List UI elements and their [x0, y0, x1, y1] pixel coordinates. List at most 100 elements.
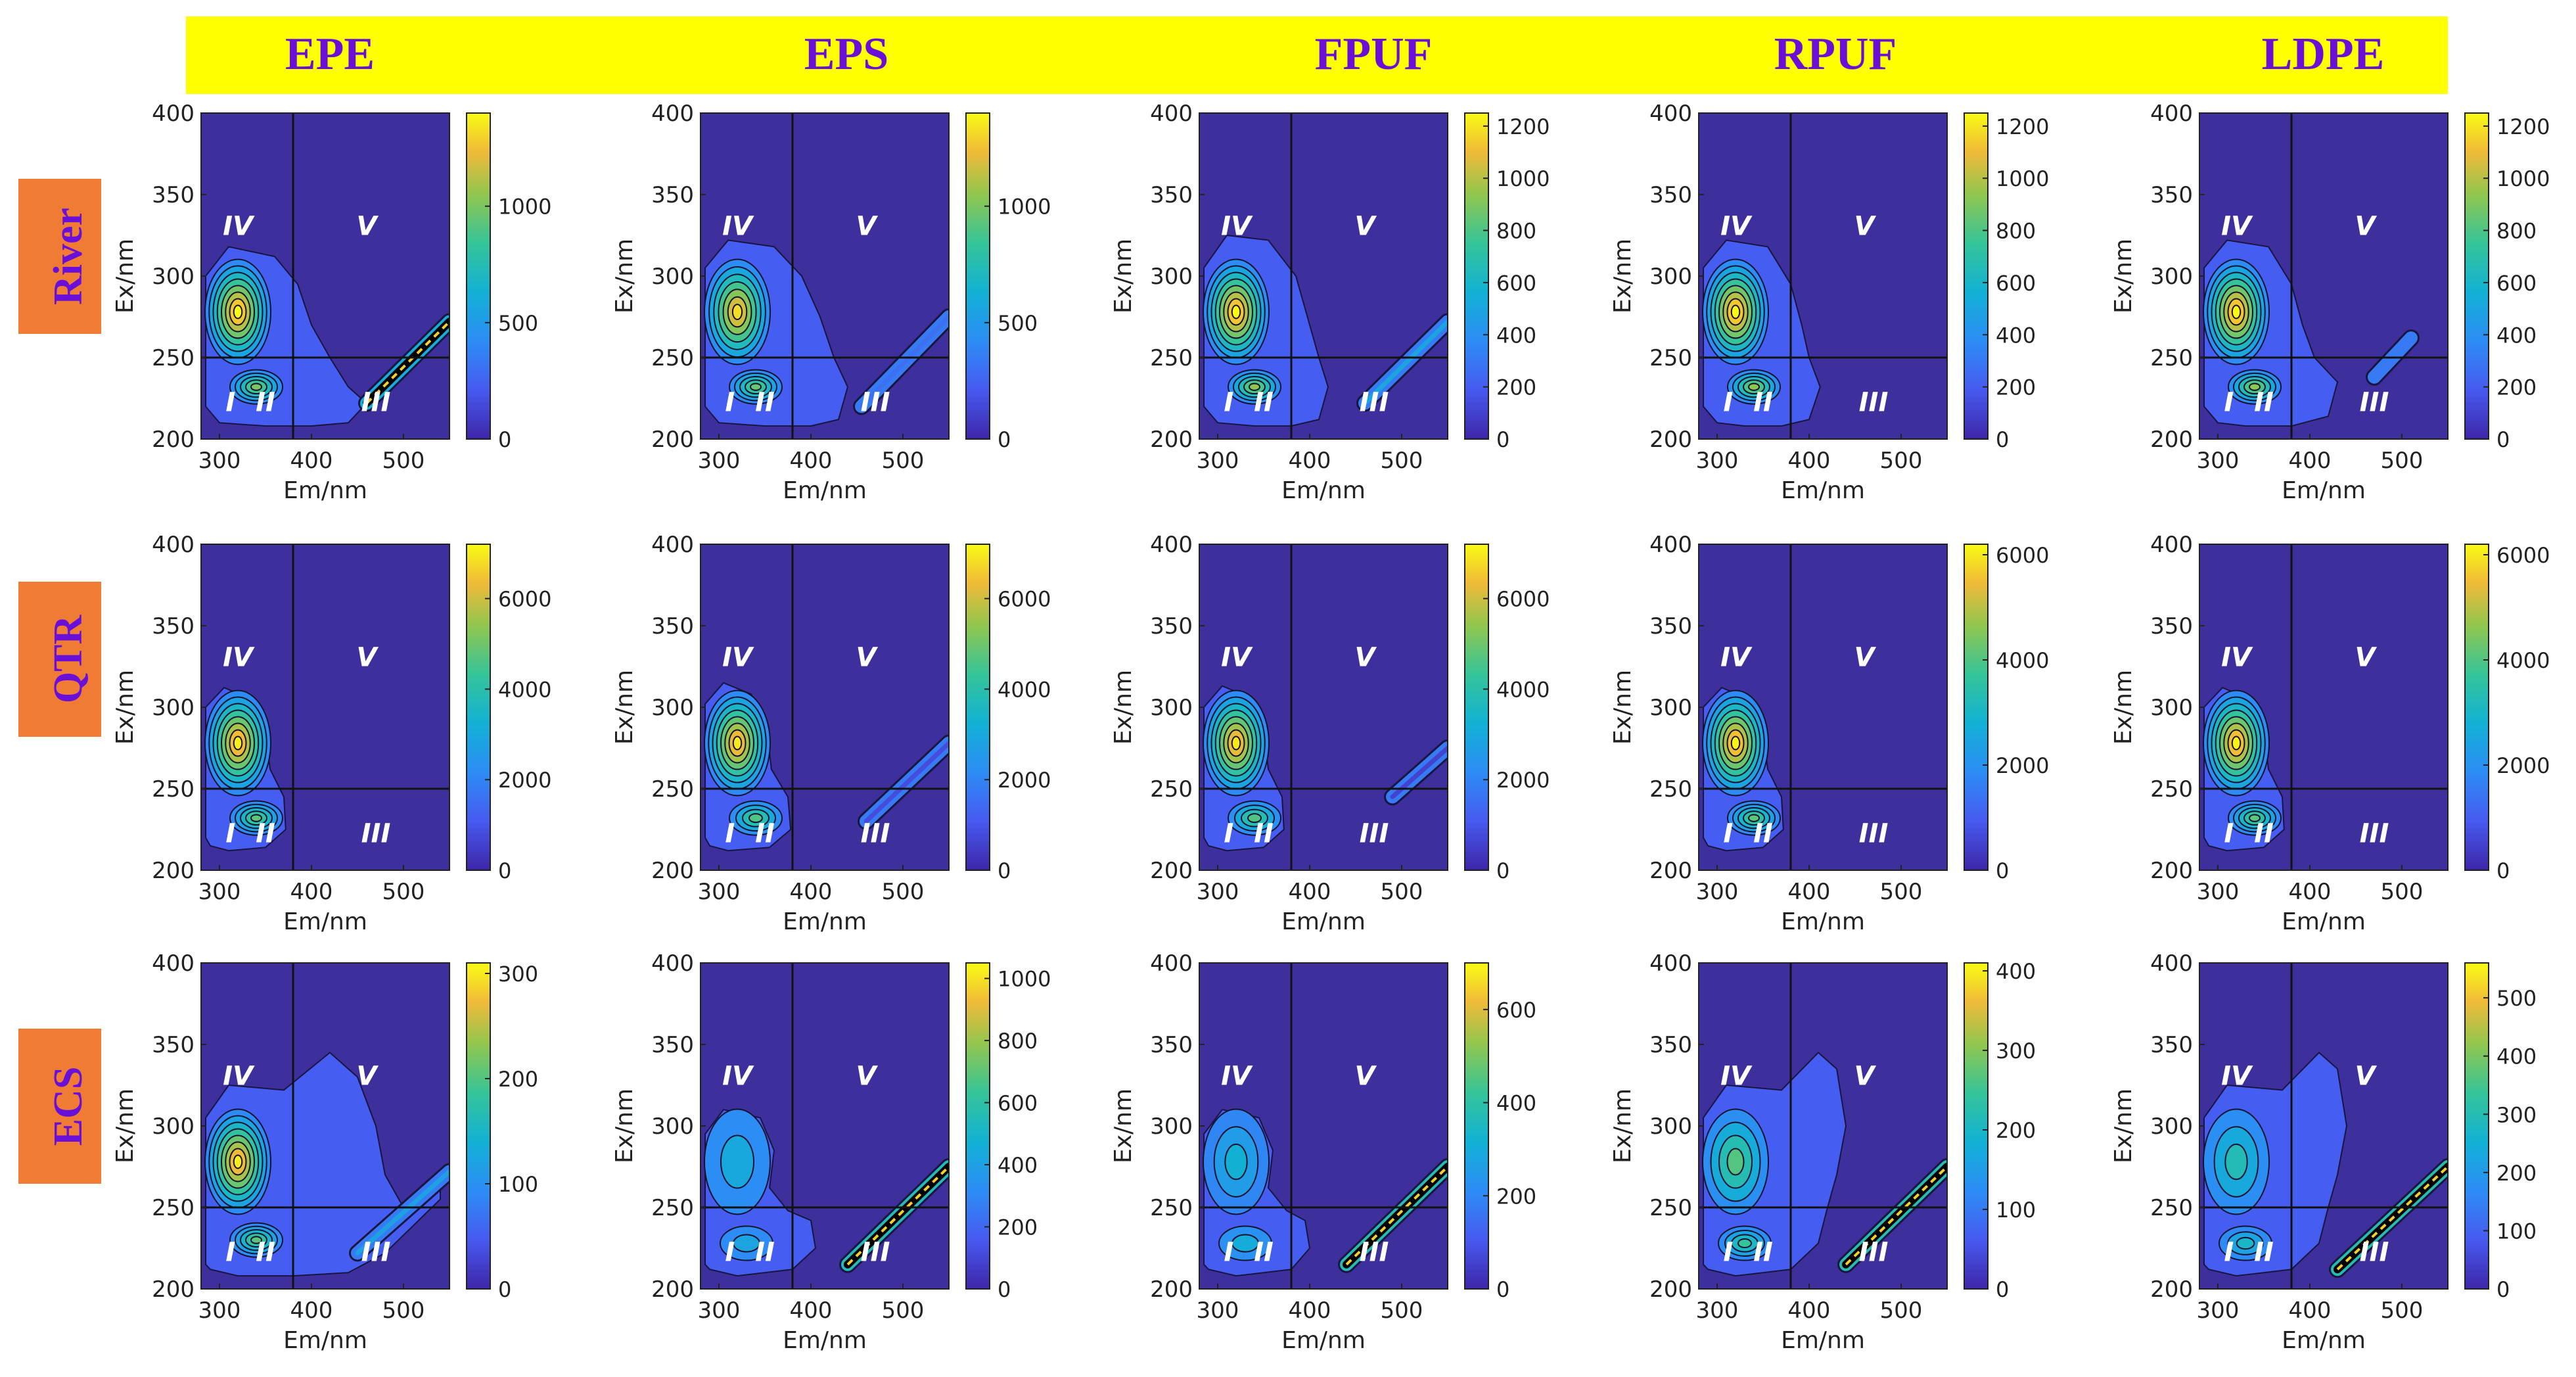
- y-axis-label: Ex/nm: [611, 1088, 638, 1163]
- colorbar: [466, 112, 491, 440]
- colorbar-tick-label: 1000: [1996, 166, 2049, 191]
- row-label-box-river: [18, 179, 101, 334]
- region-label: IV: [1221, 643, 1253, 673]
- x-tick-label: 400: [790, 879, 833, 905]
- peak-contour: [1748, 383, 1760, 391]
- colorbar-tick-label: 600: [1496, 998, 1536, 1023]
- y-tick-label: 350: [2150, 182, 2193, 208]
- colorbar-tick-label: 600: [998, 1091, 1038, 1116]
- peak-contour: [1748, 814, 1760, 822]
- colorbar-tick-label: 0: [498, 1277, 511, 1302]
- region-label: IV: [223, 1062, 255, 1092]
- y-tick-label: 300: [152, 1113, 195, 1140]
- y-tick-label: 400: [1150, 101, 1193, 127]
- x-tick-label: 300: [1696, 879, 1739, 905]
- x-axis-label: Em/nm: [2282, 477, 2366, 504]
- y-tick-label: 200: [1649, 858, 1692, 884]
- peak-contour: [233, 1154, 243, 1169]
- x-tick-label: 400: [290, 448, 333, 474]
- y-tick-label: 200: [651, 858, 694, 884]
- y-tick-label: 200: [651, 427, 694, 453]
- colorbar: [1464, 962, 1489, 1290]
- y-tick-label: 200: [2150, 1276, 2193, 1303]
- x-tick-label: 300: [1197, 879, 1239, 905]
- colorbar: [2464, 962, 2489, 1290]
- x-axis-label: Em/nm: [1281, 1327, 1366, 1354]
- y-tick-label: 200: [152, 427, 195, 453]
- y-axis-label: Ex/nm: [1609, 1088, 1636, 1163]
- region-label: V: [1355, 212, 1377, 242]
- region-label: I: [725, 387, 735, 417]
- x-tick-label: 300: [698, 1297, 741, 1324]
- region-label: II: [1254, 818, 1274, 849]
- y-axis-label: Ex/nm: [1609, 239, 1636, 314]
- region-label: III: [1859, 818, 1889, 849]
- colorbar-tick-label: 800: [1996, 219, 2036, 244]
- x-tick-label: 400: [1289, 1297, 1331, 1324]
- region-label: I: [225, 818, 235, 849]
- peak-contour: [720, 1134, 754, 1189]
- colorbar-tick-label: 600: [1496, 271, 1536, 296]
- region-label: V: [1854, 1062, 1877, 1092]
- y-tick-label: 350: [1150, 182, 1193, 208]
- y-tick-label: 350: [2150, 1032, 2193, 1058]
- y-tick-label: 250: [1649, 776, 1692, 803]
- colorbar-tick-label: 400: [998, 1153, 1038, 1178]
- scatter-band-inner: [355, 1169, 449, 1255]
- region-label: III: [2360, 387, 2389, 417]
- colorbar-tick-label: 1000: [998, 967, 1051, 992]
- y-tick-label: 300: [2150, 264, 2193, 290]
- y-tick-label: 250: [651, 776, 694, 803]
- y-tick-label: 400: [651, 101, 694, 127]
- y-tick-label: 200: [2150, 427, 2193, 453]
- region-label: III: [861, 1237, 890, 1267]
- y-tick-label: 400: [152, 950, 195, 977]
- y-tick-label: 350: [651, 613, 694, 640]
- colorbar-tick-label: 500: [498, 311, 538, 336]
- colorbar: [1964, 544, 1989, 871]
- y-tick-label: 300: [651, 264, 694, 290]
- y-tick-label: 250: [2150, 1195, 2193, 1221]
- y-tick-label: 400: [1649, 950, 1692, 977]
- x-tick-label: 300: [2197, 448, 2240, 474]
- x-tick-label: 500: [382, 448, 425, 474]
- x-axis-label: Em/nm: [283, 908, 367, 935]
- y-tick-label: 300: [152, 695, 195, 721]
- y-tick-label: 300: [651, 695, 694, 721]
- colorbar: [1964, 962, 1989, 1290]
- colorbar-tick-label: 200: [2496, 375, 2537, 400]
- peak-contour: [233, 735, 243, 751]
- colorbar-tick-label: 6000: [1996, 543, 2049, 568]
- y-tick-label: 250: [651, 1195, 694, 1221]
- y-tick-label: 200: [1150, 858, 1193, 884]
- colorbar-tick-label: 0: [498, 858, 511, 883]
- row-label-qtr: QTR: [46, 615, 91, 704]
- column-header-ldpe: LDPE: [2262, 29, 2385, 80]
- x-tick-label: 400: [2289, 1297, 2332, 1324]
- region-label: V: [1854, 212, 1877, 242]
- y-tick-label: 400: [1150, 532, 1193, 558]
- region-label: IV: [1720, 643, 1753, 673]
- colorbar-tick-label: 6000: [498, 587, 551, 612]
- region-label: IV: [223, 643, 255, 673]
- x-axis-label: Em/nm: [2282, 1327, 2366, 1354]
- colorbar-tick-label: 1200: [2496, 114, 2550, 139]
- colorbar-tick-label: 400: [2496, 323, 2537, 348]
- y-tick-label: 300: [1649, 695, 1692, 721]
- x-tick-label: 300: [1696, 1297, 1739, 1324]
- x-tick-label: 500: [882, 1297, 925, 1324]
- colorbar: [466, 962, 491, 1290]
- y-tick-label: 250: [1150, 1195, 1193, 1221]
- y-axis-label: Ex/nm: [2110, 239, 2137, 314]
- colorbar-tick-label: 0: [998, 858, 1011, 883]
- colorbar-tick-label: 0: [998, 1277, 1011, 1302]
- region-label: V: [2355, 1062, 2378, 1092]
- y-tick-label: 300: [1649, 264, 1692, 290]
- colorbar-tick-label: 6000: [1496, 587, 1550, 612]
- region-label: I: [2224, 387, 2234, 417]
